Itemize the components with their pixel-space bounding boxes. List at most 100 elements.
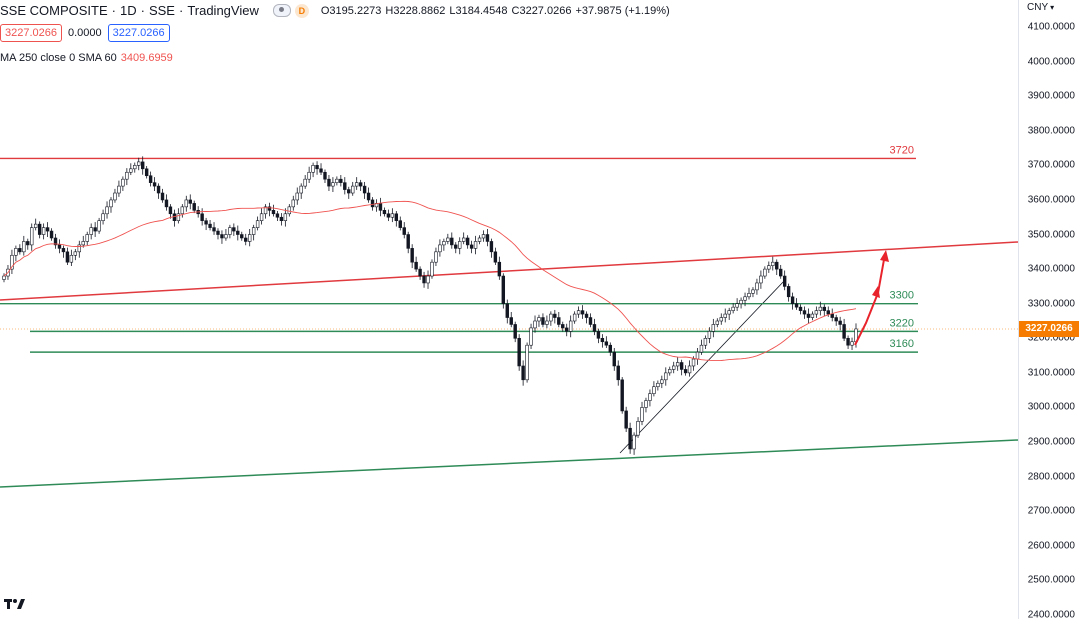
candle-body [442,241,446,246]
candle-body [489,241,494,253]
buy-button[interactable]: 3227.0266 [107,24,170,42]
candle-body [236,230,240,235]
candle-body [402,227,406,235]
chart-canvas[interactable]: 3720 3300 3220 3160 [0,0,1019,619]
price-tick-label: 3600.0000 [1027,194,1075,206]
candle-body [814,310,819,315]
candle-body [450,237,454,246]
candle-body [295,192,299,201]
candle-body [473,241,478,249]
candle-body [743,296,747,301]
candle-body [572,313,577,322]
candle-body [156,185,161,194]
symbol-row: SSE COMPOSITE · 1D · SSE · TradingView D… [0,3,670,18]
trendlines-layer [0,157,1019,488]
candle-body [339,178,343,183]
candle-body [636,421,640,436]
candle-body [430,261,434,277]
price-scale[interactable]: CNY ▾ 4100.0000 4000.0000 3900.0000 3800.000… [1018,0,1080,621]
trade-row: 3227.0266 0.0000 3227.0266 [0,24,170,42]
candle-body [628,427,632,450]
data-badge: D [294,3,309,18]
chevron-down-icon: ▾ [1050,3,1055,12]
candle-body [398,220,402,228]
candle-body [683,369,688,374]
candle-body [327,178,331,187]
candle-body [410,248,414,263]
visibility-toggle-icon[interactable] [272,4,291,17]
candle-body [485,234,490,242]
candle-body [668,369,672,374]
candle-body [679,362,684,370]
candle-body [426,275,430,284]
candle-body [612,351,616,367]
chart-legend: SSE COMPOSITE · 1D · SSE · TradingView D… [0,0,1018,70]
price-tick-label: 2400.0000 [1027,609,1075,621]
candle-body [2,275,6,280]
candle-body [255,220,260,228]
candle-body [267,206,272,211]
candle-body [34,223,38,228]
candle-body [251,227,256,235]
sell-button[interactable]: 3227.0266 [0,24,62,42]
rising-resistance-trendline [0,241,1019,301]
candle-body [822,306,826,311]
price-chart[interactable]: 3720 3300 3220 3160 [0,0,1019,619]
candle-body [557,317,561,325]
high-key: H [385,4,394,17]
indicator-legend[interactable]: MA 250 close 0 SMA 60 3409.6959 [0,52,173,64]
level-labels-layer: 3720 3300 3220 3160 [890,144,914,350]
candle-body [307,171,311,180]
interval-label[interactable]: 1D [119,3,137,18]
candle-body [299,185,303,194]
candle-body [549,313,553,322]
candle-body [85,234,89,242]
candle-body [358,182,363,187]
candle-body [81,241,85,246]
candle-body [354,182,359,187]
close-key: C [511,4,520,17]
price-tick-label: 2900.0000 [1027,436,1075,448]
candle-body [477,237,482,242]
candle-body [497,261,502,277]
tradingview-logo[interactable] [4,596,26,613]
low-value: 3184.4548 [455,4,508,17]
candle-body [57,244,62,249]
source-label: TradingView [187,3,259,18]
candle-body [620,379,624,412]
candle-body [101,213,105,221]
candle-body [224,234,228,239]
exchange-label: SSE [148,3,175,18]
candle-body [180,206,185,215]
candle-body [208,223,212,228]
candle-body [121,178,125,187]
candle-body [10,254,14,270]
candle-body [188,199,192,204]
candle-body [347,189,351,194]
candle-body [192,203,196,211]
candle-body [461,237,466,242]
candle-body [406,234,410,249]
candle-body [608,344,613,353]
candle-body [30,227,34,246]
candle-body [521,365,525,381]
moving-average-layer [3,200,857,362]
symbol-name[interactable]: SSE COMPOSITE [0,3,108,18]
price-tick-label: 3300.0000 [1027,298,1075,310]
candles-layer [2,156,858,455]
candle-body [454,244,458,249]
candle-body [763,268,767,277]
candle-body [97,220,101,232]
candle-body [580,310,585,315]
candle-body [644,400,648,408]
candle-body [65,251,70,263]
currency-selector[interactable]: CNY ▾ [1027,2,1054,13]
candle-body [755,282,759,291]
candle-body [513,324,517,339]
candle-body [386,213,391,218]
moving-average-line [3,200,857,362]
candle-body [220,234,224,239]
candle-body [842,324,846,339]
candle-body [711,324,716,332]
candle-body [247,234,252,242]
